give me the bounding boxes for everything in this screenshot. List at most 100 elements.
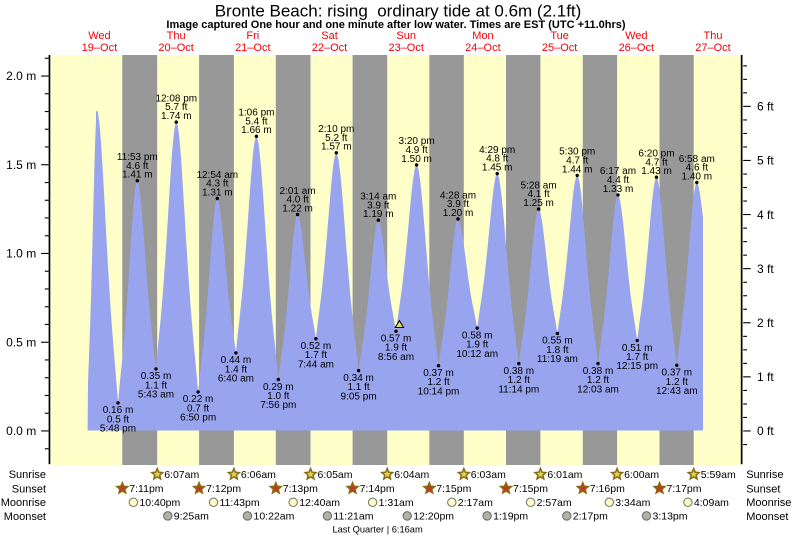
- svg-text:12:08 pm: 12:08 pm: [155, 93, 197, 104]
- svg-text:6:01am: 6:01am: [547, 469, 582, 481]
- svg-text:Thu: Thu: [167, 30, 186, 42]
- svg-text:1.5 m: 1.5 m: [6, 158, 36, 172]
- svg-text:Moonset: Moonset: [746, 511, 788, 523]
- svg-text:0.38 m: 0.38 m: [504, 366, 535, 377]
- svg-text:7:17pm: 7:17pm: [667, 483, 702, 495]
- svg-text:2.0 m: 2.0 m: [6, 69, 36, 83]
- svg-text:2:10 pm: 2:10 pm: [318, 124, 354, 135]
- svg-text:4.7 ft: 4.7 ft: [645, 157, 667, 168]
- svg-text:25–Oct: 25–Oct: [542, 42, 577, 54]
- svg-text:0.16 m: 0.16 m: [103, 405, 134, 416]
- svg-text:1.31 m: 1.31 m: [202, 187, 233, 198]
- svg-text:Wed: Wed: [625, 30, 647, 42]
- svg-text:12:40am: 12:40am: [299, 497, 340, 509]
- svg-text:Mon: Mon: [472, 30, 493, 42]
- svg-text:1.2 ft: 1.2 ft: [508, 375, 530, 386]
- svg-text:1.66 m: 1.66 m: [241, 125, 272, 136]
- svg-text:12:15 pm: 12:15 pm: [616, 361, 658, 372]
- svg-text:Fri: Fri: [246, 30, 259, 42]
- svg-text:Last Quarter | 6:16am: Last Quarter | 6:16am: [332, 524, 423, 534]
- svg-text:4.3 ft: 4.3 ft: [206, 179, 228, 190]
- svg-text:10:22am: 10:22am: [254, 511, 295, 523]
- svg-text:26–Oct: 26–Oct: [619, 42, 654, 54]
- svg-text:4 ft: 4 ft: [757, 208, 774, 222]
- svg-text:2 ft: 2 ft: [757, 316, 774, 330]
- svg-text:5 ft: 5 ft: [757, 154, 774, 168]
- svg-text:Moonrise: Moonrise: [746, 497, 791, 509]
- svg-text:Sat: Sat: [321, 30, 338, 42]
- svg-text:5:59am: 5:59am: [701, 469, 736, 481]
- svg-text:7:44 am: 7:44 am: [298, 359, 334, 370]
- svg-text:2:01 am: 2:01 am: [280, 186, 316, 197]
- svg-text:5:43 am: 5:43 am: [138, 390, 174, 401]
- svg-text:1.4 ft: 1.4 ft: [225, 364, 247, 375]
- svg-text:7:15pm: 7:15pm: [513, 483, 548, 495]
- svg-text:0 ft: 0 ft: [757, 424, 774, 438]
- svg-text:1.7 ft: 1.7 ft: [305, 350, 327, 361]
- svg-text:1.43 m: 1.43 m: [641, 166, 672, 177]
- svg-text:1.33 m: 1.33 m: [603, 184, 634, 195]
- svg-text:1.0 m: 1.0 m: [6, 247, 36, 261]
- svg-text:5.4 ft: 5.4 ft: [245, 116, 267, 127]
- svg-text:2:57am: 2:57am: [537, 497, 572, 509]
- svg-text:1.41 m: 1.41 m: [122, 170, 153, 181]
- svg-text:0.29 m: 0.29 m: [263, 382, 294, 393]
- svg-text:1.9 ft: 1.9 ft: [385, 343, 407, 354]
- svg-text:4.6 ft: 4.6 ft: [686, 163, 708, 174]
- svg-text:Sunset: Sunset: [12, 483, 46, 495]
- svg-text:6:00am: 6:00am: [624, 469, 659, 481]
- svg-text:0.34 m: 0.34 m: [343, 373, 374, 384]
- svg-text:6:17 am: 6:17 am: [600, 166, 636, 177]
- svg-text:21–Oct: 21–Oct: [235, 42, 270, 54]
- svg-text:1.8 ft: 1.8 ft: [546, 345, 568, 356]
- svg-text:6:40 am: 6:40 am: [218, 374, 254, 385]
- svg-text:11:53 pm: 11:53 pm: [117, 152, 158, 163]
- svg-text:0.57 m: 0.57 m: [381, 334, 412, 345]
- svg-text:4.0 ft: 4.0 ft: [286, 195, 308, 206]
- svg-text:8:56 am: 8:56 am: [378, 352, 414, 363]
- svg-text:Wed: Wed: [88, 30, 110, 42]
- svg-text:Sun: Sun: [396, 30, 416, 42]
- svg-text:3.9 ft: 3.9 ft: [447, 199, 469, 210]
- svg-text:5.2 ft: 5.2 ft: [325, 133, 347, 144]
- svg-text:12:43 am: 12:43 am: [656, 386, 698, 397]
- svg-text:5:30 pm: 5:30 pm: [559, 147, 595, 158]
- svg-text:4.6 ft: 4.6 ft: [126, 161, 148, 172]
- svg-text:Bronte Beach: rising ordinary: Bronte Beach: rising ordinary tide at 0.…: [215, 1, 582, 20]
- svg-text:11:43pm: 11:43pm: [220, 497, 260, 509]
- svg-text:7:14pm: 7:14pm: [360, 483, 395, 495]
- svg-text:0.35 m: 0.35 m: [141, 371, 172, 382]
- svg-text:0.51 m: 0.51 m: [622, 343, 653, 354]
- svg-text:7:11pm: 7:11pm: [129, 483, 163, 495]
- svg-text:1.2 ft: 1.2 ft: [427, 377, 449, 388]
- svg-text:1.19 m: 1.19 m: [363, 209, 394, 220]
- svg-text:1.40 m: 1.40 m: [682, 171, 713, 182]
- svg-text:Sunrise: Sunrise: [746, 469, 783, 481]
- svg-text:Sunrise: Sunrise: [9, 469, 46, 481]
- svg-text:3:14 am: 3:14 am: [360, 192, 396, 203]
- svg-text:1.74 m: 1.74 m: [161, 111, 192, 122]
- svg-text:1.50 m: 1.50 m: [401, 154, 432, 165]
- svg-text:6 ft: 6 ft: [757, 100, 774, 114]
- svg-text:0.7 ft: 0.7 ft: [187, 403, 209, 414]
- svg-text:1.57 m: 1.57 m: [321, 142, 352, 153]
- svg-text:3.9 ft: 3.9 ft: [367, 200, 389, 211]
- svg-text:3:20 pm: 3:20 pm: [399, 136, 435, 147]
- svg-text:6:06am: 6:06am: [241, 469, 276, 481]
- svg-text:1:19pm: 1:19pm: [493, 511, 528, 523]
- svg-text:1.1 ft: 1.1 ft: [145, 380, 167, 391]
- svg-text:4.7 ft: 4.7 ft: [566, 156, 588, 167]
- svg-text:0.58 m: 0.58 m: [462, 330, 493, 341]
- svg-text:1.20 m: 1.20 m: [443, 208, 474, 219]
- svg-text:1.1 ft: 1.1 ft: [347, 382, 369, 393]
- svg-text:1.44 m: 1.44 m: [562, 164, 593, 175]
- svg-text:1 ft: 1 ft: [757, 370, 774, 384]
- svg-text:7:12pm: 7:12pm: [206, 483, 241, 495]
- svg-text:3 ft: 3 ft: [757, 262, 774, 276]
- svg-text:Sunset: Sunset: [746, 483, 780, 495]
- svg-text:19–Oct: 19–Oct: [82, 42, 117, 54]
- svg-text:1.9 ft: 1.9 ft: [466, 340, 488, 351]
- svg-text:Moonrise: Moonrise: [1, 497, 46, 509]
- svg-text:11:19 am: 11:19 am: [537, 354, 578, 365]
- svg-text:12:54 am: 12:54 am: [196, 170, 238, 181]
